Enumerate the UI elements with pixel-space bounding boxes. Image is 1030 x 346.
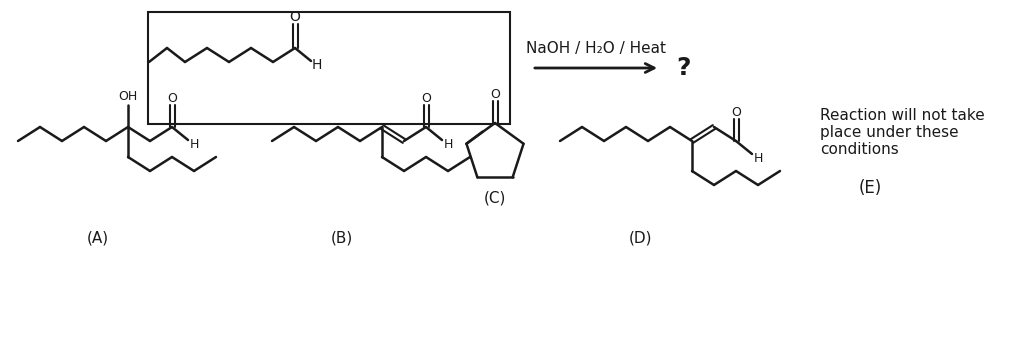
Text: O: O: [490, 88, 500, 100]
FancyBboxPatch shape: [148, 12, 510, 124]
Text: O: O: [731, 106, 741, 118]
Text: H: H: [753, 152, 762, 164]
Text: O: O: [167, 91, 177, 104]
Text: O: O: [421, 91, 431, 104]
Text: O: O: [289, 10, 301, 24]
Text: conditions: conditions: [820, 143, 899, 157]
Text: place under these: place under these: [820, 126, 959, 140]
Text: (B): (B): [331, 230, 353, 246]
Text: (D): (D): [628, 230, 652, 246]
Text: Reaction will not take: Reaction will not take: [820, 109, 985, 124]
Text: (C): (C): [484, 191, 506, 206]
Text: H: H: [190, 137, 199, 151]
Text: (A): (A): [87, 230, 109, 246]
Text: ?: ?: [677, 56, 691, 80]
Text: (E): (E): [858, 179, 882, 197]
Text: H: H: [443, 137, 453, 151]
Text: H: H: [312, 58, 322, 72]
Text: NaOH / H₂O / Heat: NaOH / H₂O / Heat: [526, 42, 666, 56]
Text: OH: OH: [118, 91, 138, 103]
